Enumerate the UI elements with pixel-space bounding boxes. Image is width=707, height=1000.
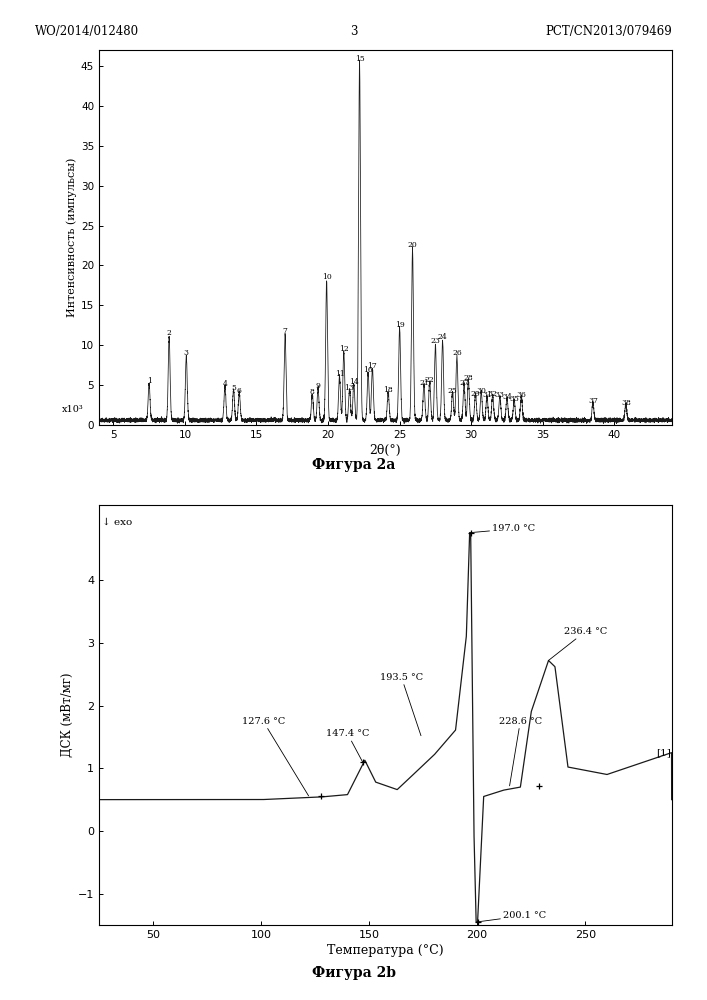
- Text: Фигура 2b: Фигура 2b: [312, 966, 395, 980]
- Text: 9: 9: [315, 382, 320, 390]
- Text: 4: 4: [223, 380, 228, 388]
- Text: 21: 21: [419, 379, 429, 387]
- Text: 10: 10: [322, 273, 332, 281]
- Text: 25: 25: [448, 387, 457, 395]
- Text: 14: 14: [349, 378, 358, 386]
- Text: 33: 33: [495, 391, 505, 399]
- Text: 3: 3: [350, 25, 357, 38]
- Text: 197.0 °C: 197.0 °C: [471, 524, 535, 533]
- Text: 34: 34: [502, 393, 512, 401]
- Text: 20: 20: [408, 241, 417, 249]
- Text: 17: 17: [368, 362, 378, 370]
- Text: 30: 30: [477, 387, 486, 395]
- Text: 31: 31: [482, 391, 492, 399]
- Text: 37: 37: [588, 397, 598, 405]
- Text: 23: 23: [431, 337, 440, 345]
- Text: 35: 35: [509, 395, 519, 403]
- Text: 32: 32: [488, 390, 498, 398]
- Text: ↓ exo: ↓ exo: [102, 518, 132, 527]
- Text: 5: 5: [231, 384, 236, 392]
- Text: 29: 29: [471, 390, 480, 398]
- Text: 16: 16: [363, 366, 373, 374]
- Text: 24: 24: [438, 333, 448, 341]
- Text: [1]: [1]: [657, 748, 672, 757]
- Text: 19: 19: [395, 321, 404, 329]
- Text: 8: 8: [310, 388, 315, 396]
- Text: 3: 3: [184, 349, 189, 357]
- Y-axis label: ДСК (мВт/мг): ДСК (мВт/мг): [61, 673, 74, 757]
- Text: x10³: x10³: [62, 405, 83, 414]
- X-axis label: Температура (°C): Температура (°C): [327, 944, 443, 957]
- Text: 15: 15: [355, 55, 364, 63]
- Text: 28: 28: [464, 374, 473, 382]
- Y-axis label: Интенсивность (импульсы): Интенсивность (импульсы): [66, 158, 76, 317]
- Text: 12: 12: [339, 345, 349, 353]
- Text: 7: 7: [283, 327, 288, 335]
- Text: 11: 11: [334, 370, 344, 378]
- Text: 236.4 °C: 236.4 °C: [549, 627, 607, 660]
- Text: 147.4 °C: 147.4 °C: [326, 729, 369, 762]
- Text: 6: 6: [237, 387, 242, 395]
- X-axis label: 2θ(°): 2θ(°): [370, 444, 401, 457]
- Text: 18: 18: [383, 386, 393, 394]
- Text: 13: 13: [344, 384, 354, 392]
- Text: 127.6 °C: 127.6 °C: [242, 717, 308, 796]
- Text: 22: 22: [425, 376, 435, 384]
- Text: 26: 26: [452, 349, 462, 357]
- Text: 2: 2: [167, 329, 172, 337]
- Text: WO/2014/012480: WO/2014/012480: [35, 25, 139, 38]
- Text: 193.5 °C: 193.5 °C: [380, 673, 423, 736]
- Text: Фигура 2a: Фигура 2a: [312, 458, 395, 472]
- Text: 228.6 °C: 228.6 °C: [498, 717, 542, 786]
- Text: 36: 36: [516, 391, 526, 399]
- Text: 200.1 °C: 200.1 °C: [478, 911, 547, 922]
- Text: 27: 27: [459, 379, 469, 387]
- Text: PCT/CN2013/079469: PCT/CN2013/079469: [545, 25, 672, 38]
- Text: 1: 1: [146, 377, 151, 385]
- Text: 38: 38: [621, 399, 631, 407]
